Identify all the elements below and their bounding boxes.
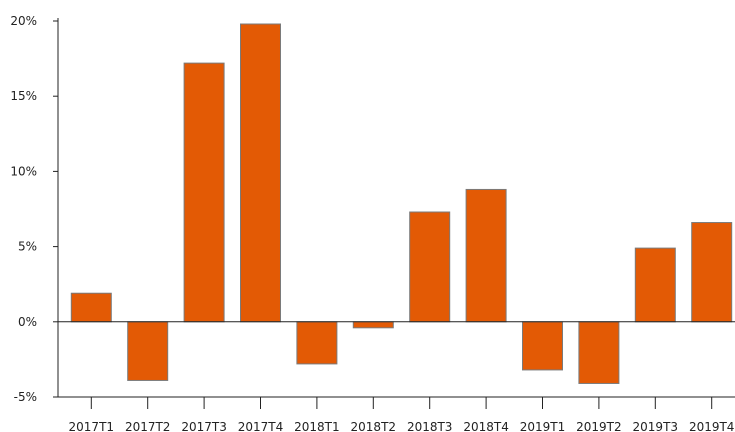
y-tick-label: 20% <box>10 14 37 28</box>
y-tick-label: 0% <box>18 315 37 329</box>
bars <box>58 23 735 384</box>
x-tick-label: 2018T4 <box>463 420 509 432</box>
x-tick-label: 2019T1 <box>520 420 566 432</box>
x-axis: 2017T1 2017T2 2017T3 2017T4 2018T1 2018T2 2018… <box>58 396 735 432</box>
x-tick-label: 2019T3 <box>633 420 679 432</box>
x-tick-label: 2018T1 <box>294 420 340 432</box>
bar-2017T3 <box>183 62 225 323</box>
x-tick-label: 2019T2 <box>576 420 622 432</box>
bar-2017T4 <box>240 23 281 323</box>
x-tick-label: 2017T4 <box>238 420 284 432</box>
bar-2018T4 <box>465 188 507 323</box>
y-tick-label: -5% <box>14 390 37 404</box>
bar-2017T1 <box>70 292 112 323</box>
x-tick-label: 2018T3 <box>407 420 453 432</box>
y-tick-label: 5% <box>18 240 37 254</box>
bar-2018T3 <box>409 211 451 323</box>
bar-2017T2 <box>127 321 169 381</box>
bar-2019T4 <box>691 222 733 323</box>
y-tick-label: 10% <box>10 164 37 178</box>
x-tick-label: 2017T2 <box>125 420 171 432</box>
bar-2018T1 <box>296 321 338 365</box>
bar-2019T3 <box>634 247 676 323</box>
bar-2019T1 <box>522 321 563 371</box>
x-tick-label: 2017T3 <box>181 420 227 432</box>
x-tick-label: 2018T2 <box>351 420 397 432</box>
x-tick-label: 2017T1 <box>69 420 115 432</box>
x-tick-label: 2019T4 <box>689 420 735 432</box>
y-tick-label: 15% <box>10 89 37 103</box>
bar-2019T2 <box>578 321 620 384</box>
y-axis: -5% 0% 5% 10% 15% 20% <box>10 14 59 404</box>
bar-2018T2 <box>352 321 394 329</box>
